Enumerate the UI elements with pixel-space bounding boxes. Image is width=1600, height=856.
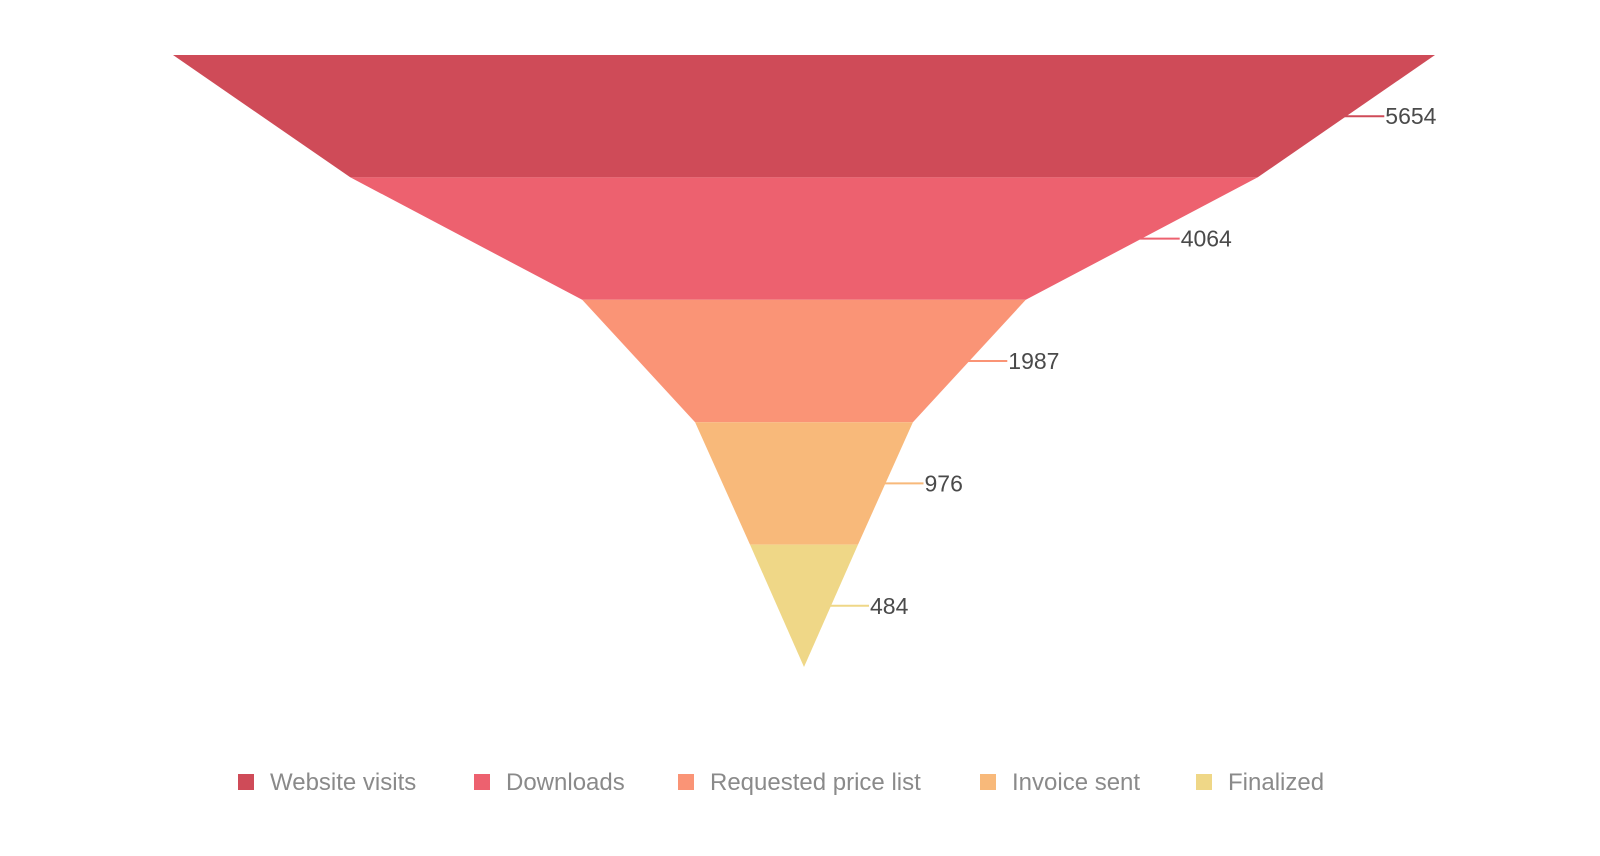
value-label-2: 4064 [1181, 226, 1232, 252]
funnel-value-labels: 5654 4064 1987 976 484 [829, 103, 1437, 619]
funnel-segment-4[interactable] [695, 422, 913, 545]
legend-item-1[interactable]: Website visits [238, 769, 416, 796]
value-label-3: 1987 [1008, 348, 1059, 374]
funnel-segment-3[interactable] [582, 299, 1026, 423]
funnel-segment-2[interactable] [350, 177, 1258, 300]
legend-swatch [1196, 774, 1212, 790]
legend-swatch [980, 774, 996, 790]
legend-item-3[interactable]: Requested price list [678, 769, 921, 796]
funnel-segments [173, 55, 1435, 667]
legend-label: Downloads [506, 769, 625, 796]
legend-label: Invoice sent [1012, 769, 1140, 796]
value-label-5: 484 [870, 593, 909, 619]
funnel-segment-5[interactable] [750, 544, 858, 667]
value-label-1: 5654 [1385, 103, 1436, 129]
legend: Website visits Downloads Requested price l… [238, 769, 1324, 796]
legend-item-2[interactable]: Downloads [474, 769, 625, 796]
legend-swatch [238, 774, 254, 790]
value-label-4: 976 [925, 470, 963, 496]
funnel-segment-1[interactable] [173, 55, 1435, 178]
legend-item-5[interactable]: Finalized [1196, 769, 1324, 796]
legend-swatch [474, 774, 490, 790]
legend-item-4[interactable]: Invoice sent [980, 769, 1140, 796]
legend-label: Finalized [1228, 769, 1324, 796]
legend-label: Website visits [270, 769, 416, 796]
legend-swatch [678, 774, 694, 790]
legend-label: Requested price list [710, 769, 921, 796]
